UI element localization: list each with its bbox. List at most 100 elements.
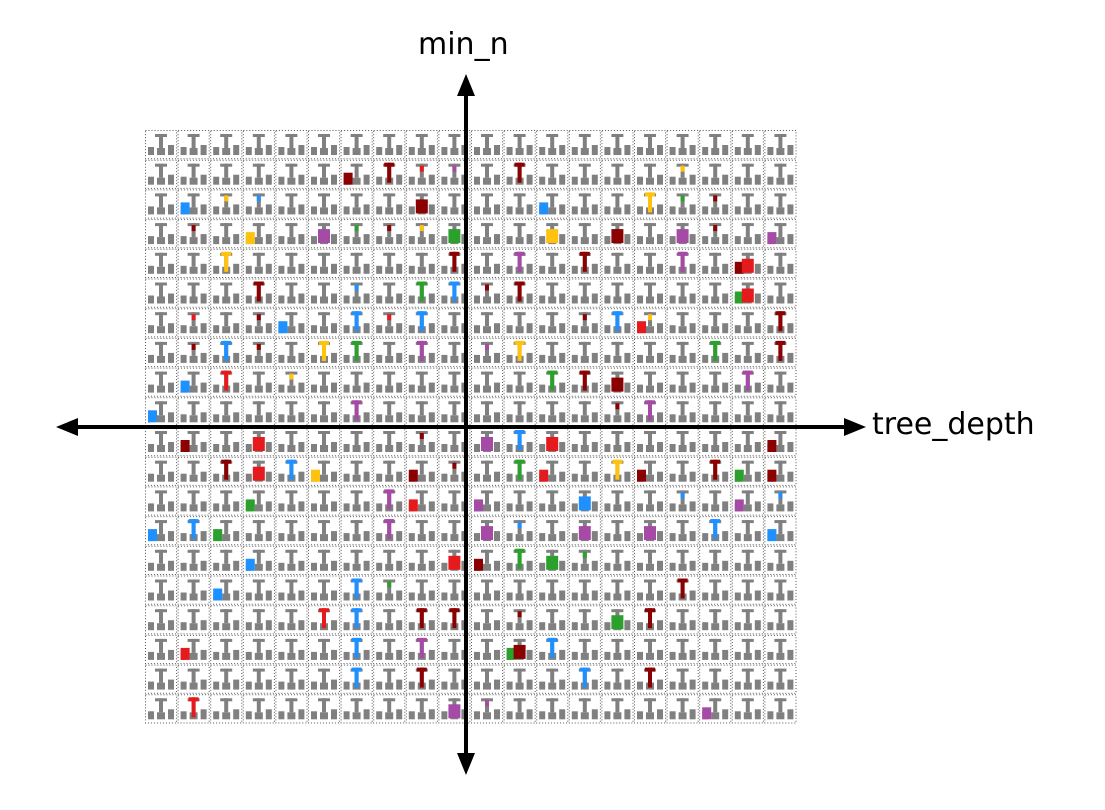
tree-icon-part	[624, 352, 631, 363]
highlighted-tree-icon	[252, 466, 265, 481]
tree-icon-part	[711, 385, 720, 393]
cell-border	[536, 248, 569, 279]
tree-icon-part	[613, 563, 622, 571]
tree-icon-part	[657, 204, 663, 215]
highlighted-tree-icon	[180, 380, 190, 393]
highlighted-tree-icon	[387, 581, 392, 588]
tree-icon-part	[200, 560, 207, 571]
tree-icon-part	[613, 296, 622, 304]
tree-icon-part	[224, 579, 229, 594]
tree-icon-part	[517, 668, 522, 683]
tree-icon-part	[320, 682, 328, 690]
tree-icon-part	[354, 520, 359, 535]
tree-icon-part	[298, 442, 305, 452]
tree-icon-part	[743, 326, 752, 334]
tree-icon-grid	[145, 130, 797, 724]
cell-border	[275, 159, 308, 189]
tree-icon-part	[298, 501, 305, 512]
tree-icon-part	[155, 549, 167, 553]
tree-icon-part	[157, 623, 165, 631]
tree-icon-part	[615, 490, 620, 505]
tree-icon-part	[213, 503, 220, 512]
tree-icon-part	[419, 698, 424, 713]
tree-icon-part	[709, 312, 722, 316]
cell-border	[699, 159, 732, 189]
tree-icon-part	[613, 504, 622, 512]
tree-icon-part	[711, 266, 720, 274]
tree-icon-part	[526, 204, 533, 215]
grid-cell	[340, 308, 373, 338]
tree-icon-part	[252, 490, 265, 494]
tree-icon-part	[582, 431, 587, 445]
tree-icon-part	[548, 534, 557, 542]
tree-icon-part	[550, 668, 555, 683]
cell-border	[568, 308, 601, 338]
highlighted-tree-icon	[734, 291, 744, 304]
tree-icon-part	[376, 533, 383, 542]
tree-icon-part	[624, 263, 631, 274]
tree-icon-part	[559, 204, 566, 215]
tree-icon-part	[778, 134, 783, 148]
tree-icon-part	[494, 501, 500, 512]
cell-border	[405, 456, 438, 486]
tree-icon-part	[578, 312, 591, 316]
cell-border	[471, 337, 504, 368]
cell-border	[340, 308, 373, 338]
tree-icon-part	[485, 312, 489, 327]
tree-icon-part	[155, 371, 167, 375]
tree-icon-part	[580, 623, 589, 631]
tree-icon-part	[776, 534, 785, 542]
tree-icon-part	[637, 206, 643, 215]
cell-border	[242, 278, 275, 308]
tree-icon-part	[385, 682, 394, 690]
grid-cell	[601, 367, 634, 397]
tree-icon-part	[680, 668, 685, 683]
tree-icon-part	[678, 652, 687, 660]
tree-icon-part	[159, 520, 163, 535]
tree-icon-part	[787, 323, 794, 334]
grid-cell	[471, 367, 504, 397]
tree-icon-part	[494, 412, 500, 423]
tree-icon-part	[548, 355, 557, 363]
grid-cell	[699, 189, 732, 219]
tree-icon-part	[376, 147, 383, 155]
tree-icon-part	[669, 562, 676, 571]
tree-icon-part	[180, 414, 187, 423]
cell-border	[145, 219, 178, 249]
tree-icon-part	[450, 445, 459, 452]
tree-icon-part	[224, 520, 229, 535]
cell-border	[536, 634, 569, 665]
tree-icon-part	[191, 134, 196, 148]
cell-border	[471, 575, 504, 605]
tree-icon-part	[157, 652, 165, 660]
grid-cell	[308, 694, 341, 724]
tree-icon-part	[220, 549, 233, 553]
tree-icon-part	[318, 668, 330, 672]
cell-border	[503, 130, 536, 160]
tree-icon-part	[187, 282, 200, 286]
tree-icon-part	[676, 549, 689, 553]
tree-icon-part	[680, 341, 685, 356]
tree-icon-part	[787, 679, 794, 690]
tree-icon-part	[580, 237, 589, 245]
tree-icon-part	[485, 609, 489, 624]
tree-icon-part	[550, 460, 555, 475]
tree-icon-part	[778, 223, 783, 238]
tree-icon-part	[168, 323, 174, 334]
tree-icon-part	[298, 620, 305, 631]
cell-border	[471, 694, 504, 724]
cell-border	[275, 278, 308, 308]
tree-icon-part	[689, 352, 696, 363]
tree-icon-part	[318, 520, 330, 524]
tree-icon-part	[148, 325, 154, 334]
tree-icon-part	[383, 579, 396, 583]
tree-icon-part	[774, 668, 787, 672]
cell-border	[699, 605, 732, 635]
cell-border	[373, 189, 406, 219]
tree-icon-part	[322, 638, 326, 653]
tree-icon-part	[318, 193, 330, 197]
tree-icon-part	[256, 401, 261, 416]
grid-cell	[210, 664, 243, 694]
cell-border	[503, 605, 536, 635]
tree-icon-part	[254, 148, 263, 155]
